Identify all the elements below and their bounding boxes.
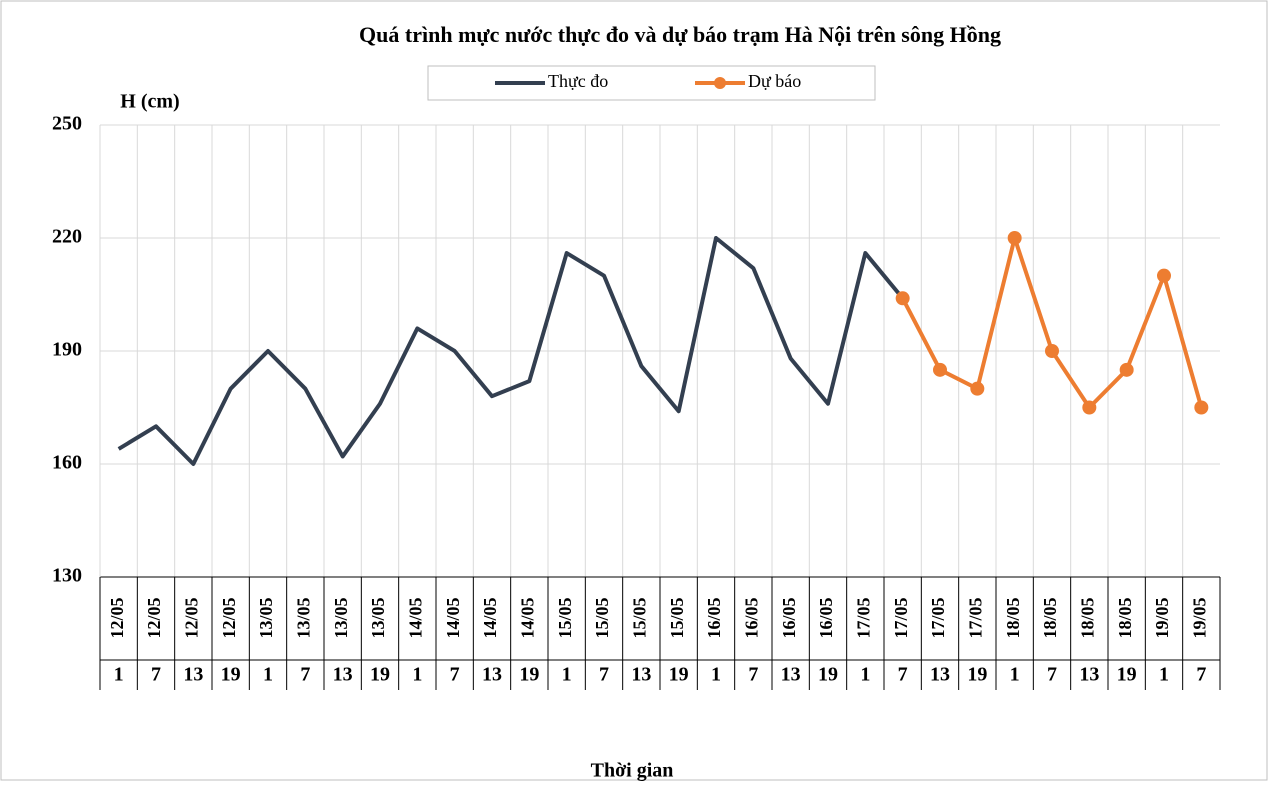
- y-tick-label: 160: [52, 452, 82, 474]
- data-point: [1157, 268, 1171, 283]
- x-tick-label: 1: [412, 664, 422, 686]
- y-tick-label: 130: [52, 565, 82, 587]
- x-date-label: 15/05: [629, 597, 649, 638]
- x-date-label: 17/05: [853, 597, 873, 638]
- x-tick-label: 19: [221, 664, 241, 686]
- legend-marker: [714, 77, 726, 89]
- x-tick-label: 1: [562, 664, 572, 686]
- x-tick-label: 7: [450, 664, 460, 686]
- x-tick-label: 13: [781, 664, 801, 686]
- x-date-label: 15/05: [667, 597, 687, 638]
- x-axis-label: Thời gian: [591, 760, 674, 782]
- x-date-label: 18/05: [1077, 597, 1097, 638]
- x-tick-label: 13: [930, 664, 950, 686]
- x-date-label: 15/05: [555, 597, 575, 638]
- x-date-label: 16/05: [779, 597, 799, 638]
- x-date-label: 19/05: [1152, 597, 1172, 638]
- x-tick-label: 1: [1159, 664, 1169, 686]
- x-tick-label: 1: [114, 664, 124, 686]
- x-date-label: 18/05: [1003, 597, 1023, 638]
- x-tick-label: 7: [748, 664, 758, 686]
- x-tick-label: 19: [967, 664, 987, 686]
- data-point: [1007, 231, 1022, 245]
- x-date-label: 12/05: [181, 597, 201, 638]
- y-tick-label: 190: [52, 339, 82, 361]
- x-date-label: 17/05: [928, 597, 948, 638]
- x-tick-label: 13: [482, 664, 502, 686]
- x-tick-label: 13: [1079, 664, 1099, 686]
- data-point: [970, 381, 985, 396]
- x-date-label: 14/05: [443, 597, 463, 638]
- x-tick-label: 1: [263, 664, 273, 686]
- x-date-label: 12/05: [219, 597, 239, 638]
- x-date-label: 12/05: [107, 597, 127, 638]
- y-axis-label: H (cm): [120, 91, 179, 113]
- x-tick-label: 7: [898, 664, 908, 686]
- x-date-label: 14/05: [405, 597, 425, 638]
- legend-label: Thực đo: [548, 71, 608, 91]
- data-point: [933, 362, 947, 377]
- x-date-label: 15/05: [592, 597, 612, 638]
- y-tick-label: 250: [52, 113, 82, 135]
- x-date-label: 14/05: [517, 597, 537, 638]
- x-tick-label: 1: [860, 664, 870, 686]
- x-date-label: 18/05: [1115, 597, 1135, 638]
- x-date-label: 18/05: [1040, 597, 1060, 638]
- x-tick-label: 19: [1117, 664, 1137, 686]
- data-point: [895, 291, 910, 306]
- legend-label: Dự báo: [748, 71, 801, 91]
- x-date-label: 13/05: [368, 597, 388, 638]
- x-date-label: 17/05: [891, 597, 911, 638]
- x-tick-label: 7: [151, 664, 161, 686]
- x-tick-label: 7: [599, 664, 609, 686]
- x-date-label: 16/05: [741, 597, 761, 638]
- chart-title: Quá trình mực nước thực đo và dự báo trạ…: [359, 22, 1001, 47]
- data-point: [1194, 400, 1209, 415]
- x-date-label: 13/05: [293, 597, 313, 638]
- x-date-label: 16/05: [704, 597, 724, 638]
- x-tick-label: 1: [711, 664, 721, 686]
- x-date-label: 13/05: [331, 597, 351, 638]
- x-tick-label: 19: [669, 664, 689, 686]
- x-tick-label: 13: [183, 664, 203, 686]
- data-point: [1119, 362, 1134, 377]
- x-tick-label: 7: [300, 664, 310, 686]
- data-point: [1045, 344, 1059, 358]
- x-date-label: 17/05: [965, 597, 985, 638]
- x-date-label: 12/05: [144, 597, 164, 638]
- x-tick-label: 19: [370, 664, 390, 686]
- x-tick-label: 19: [519, 664, 539, 686]
- x-date-label: 14/05: [480, 597, 500, 638]
- x-tick-label: 19: [818, 664, 838, 686]
- series-line: [117, 236, 905, 466]
- x-tick-label: 7: [1196, 664, 1206, 686]
- x-date-label: 19/05: [1189, 597, 1209, 638]
- x-tick-label: 7: [1047, 664, 1057, 686]
- data-point: [1082, 400, 1097, 415]
- y-tick-label: 220: [52, 226, 82, 248]
- x-tick-label: 1: [1010, 664, 1020, 686]
- x-tick-label: 13: [333, 664, 353, 686]
- x-tick-label: 13: [631, 664, 651, 686]
- x-date-label: 16/05: [816, 597, 836, 638]
- x-date-label: 13/05: [256, 597, 276, 638]
